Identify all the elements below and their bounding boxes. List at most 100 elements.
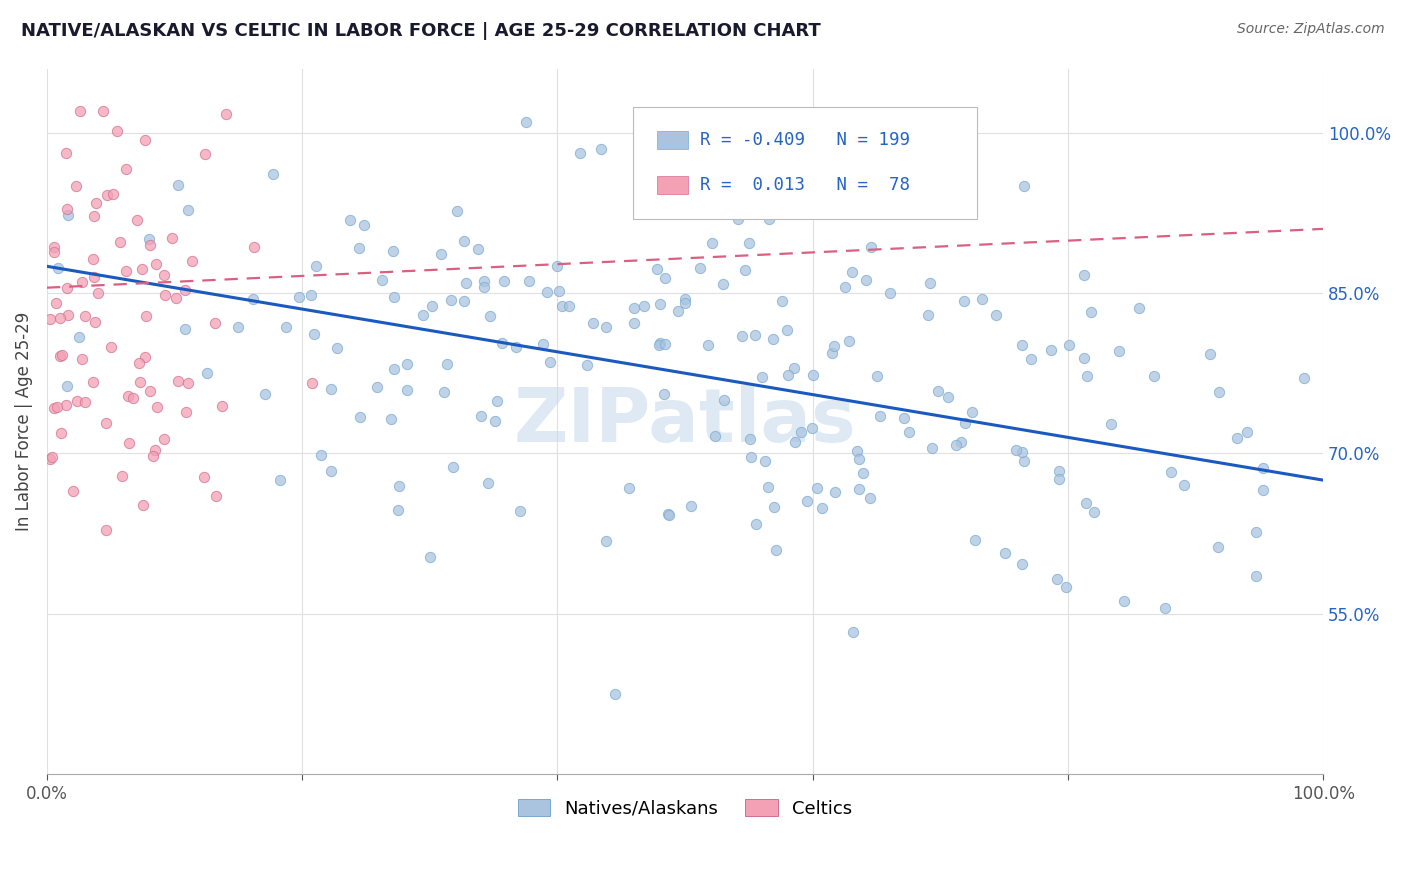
Point [105,124,128,138]
Point [56,202,79,216]
Point [704,429,727,443]
Point [754,454,776,468]
Point [1244,524,1267,539]
Point [73,309,96,323]
Point [648,336,671,351]
Point [824,484,846,499]
Point [94,417,117,431]
Point [859,239,882,253]
Point [1046,573,1069,587]
Point [82,252,104,266]
Point [1128,301,1150,315]
Point [153,268,176,282]
Point [66,394,89,409]
Point [673,295,696,310]
Point [486,393,509,408]
Point [44,239,66,253]
Point [848,482,870,496]
Point [1173,478,1195,492]
Point [1236,425,1258,439]
Point [595,533,617,548]
Point [160,231,183,245]
Point [478,309,501,323]
Point [45,295,67,310]
Point [965,533,987,547]
Point [83,270,105,285]
Point [134,350,156,364]
Point [131,498,153,512]
Point [548,285,571,299]
Point [696,337,718,351]
Point [1108,343,1130,358]
Point [595,319,617,334]
Point [115,161,138,176]
Point [679,499,702,513]
Point [866,368,889,383]
Point [420,299,443,313]
Point [211,399,233,413]
Point [740,450,762,465]
Point [1047,472,1070,486]
Point [869,409,891,423]
Point [131,261,153,276]
Point [731,328,754,343]
Point [647,337,669,351]
Point [823,339,845,353]
Point [371,272,394,286]
Point [673,199,696,213]
Point [1054,580,1077,594]
Point [855,273,877,287]
Point [666,303,689,318]
Point [226,319,249,334]
Point [41,450,63,464]
Point [142,449,165,463]
Point [135,310,157,324]
Point [1251,483,1274,498]
Point [738,174,761,188]
Point [1011,338,1033,352]
Point [1208,385,1230,400]
Point [1011,445,1033,459]
Point [538,355,561,369]
Point [143,442,166,457]
Point [897,425,920,439]
Point [484,414,506,428]
Point [242,293,264,307]
Point [353,219,375,233]
Point [1099,417,1122,431]
Point [117,435,139,450]
Point [117,389,139,403]
Point [388,478,411,492]
Point [382,362,405,376]
Point [582,316,605,330]
Point [173,321,195,335]
Point [727,212,749,227]
Point [1014,178,1036,193]
Point [446,204,468,219]
Point [456,276,478,290]
Point [1076,369,1098,384]
Point [301,288,323,302]
Text: Source: ZipAtlas.com: Source: ZipAtlas.com [1237,22,1385,37]
Point [269,473,291,487]
Point [166,178,188,192]
Point [46,400,69,414]
Point [453,234,475,248]
Point [711,277,734,291]
Point [174,405,197,419]
Point [841,265,863,279]
Point [776,323,799,337]
Point [1226,431,1249,445]
Point [1083,505,1105,519]
Point [477,476,499,491]
Point [1251,460,1274,475]
Point [953,416,976,430]
Point [194,146,217,161]
Point [770,294,793,309]
Point [509,504,531,518]
Point [796,493,818,508]
Point [491,335,513,350]
Point [1039,343,1062,357]
Point [918,277,941,291]
Point [166,374,188,388]
